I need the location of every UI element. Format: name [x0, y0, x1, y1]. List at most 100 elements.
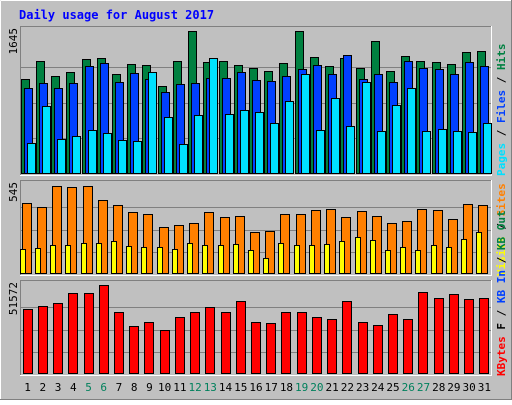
bar-visits-day-18 [278, 243, 284, 274]
bar-kbytes-day-16 [251, 322, 261, 374]
bar-pages-day-30 [468, 132, 477, 174]
legend-sites: Visits / Sites [495, 183, 508, 276]
day-label-30: 30 [463, 381, 476, 394]
bar-sites-day-8 [128, 212, 138, 274]
day-label-4: 4 [70, 381, 77, 394]
bar-sites-day-6 [98, 200, 108, 274]
bar-sites-day-5 [83, 186, 93, 274]
bar-sites-day-9 [143, 214, 153, 274]
bar-kbytes-day-10 [160, 330, 170, 374]
bar-kbytes-day-2 [38, 306, 48, 374]
bar-pages-day-10 [164, 117, 173, 174]
day-label-7: 7 [116, 381, 123, 394]
bar-sites-day-17 [265, 231, 275, 274]
bar-pages-day-25 [392, 105, 401, 174]
bar-pages-day-28 [438, 129, 447, 174]
bar-kbytes-day-8 [129, 326, 139, 374]
bar-pages-day-13 [209, 58, 218, 174]
bar-pages-day-26 [407, 88, 416, 174]
bar-visits-day-25 [385, 250, 391, 274]
bar-kbytes-day-25 [388, 314, 398, 374]
bar-sites-day-20 [311, 210, 321, 274]
legend-part: Hits [495, 44, 508, 71]
bar-visits-day-2 [35, 248, 41, 274]
bar-visits-day-6 [96, 243, 102, 274]
day-label-8: 8 [131, 381, 138, 394]
bar-pages-day-8 [133, 141, 142, 174]
legend-part: KBytes [495, 336, 508, 376]
day-label-21: 21 [326, 381, 339, 394]
panel-sites: 545 Visits / Sites [7, 180, 508, 276]
day-label-24: 24 [371, 381, 385, 394]
bar-visits-day-22 [339, 241, 345, 274]
day-label-28: 28 [432, 381, 445, 394]
bar-sites-day-3 [52, 186, 62, 274]
day-label-14: 14 [219, 381, 233, 394]
panel-hits: 1645 Pages / Files / Hits [7, 26, 508, 176]
bar-pages-day-6 [103, 133, 112, 174]
bar-kbytes-day-20 [312, 317, 322, 374]
bar-pages-day-29 [453, 131, 462, 174]
bar-visits-day-1 [20, 249, 26, 274]
legend-part: KB In [495, 270, 508, 303]
bar-pages-day-1 [27, 143, 36, 174]
bar-visits-day-4 [65, 245, 71, 274]
bar-pages-day-9 [148, 72, 157, 174]
bar-kbytes-day-17 [266, 323, 276, 374]
bar-sites-day-1 [22, 203, 32, 274]
bar-visits-day-11 [172, 249, 178, 274]
day-label-22: 22 [341, 381, 354, 394]
panel-kbytes: 51572 KBytes F / KB In / KB Out [7, 210, 508, 376]
day-label-2: 2 [40, 381, 47, 394]
legend-part: / [495, 70, 508, 90]
bar-pages-day-22 [346, 126, 355, 174]
bar-visits-day-26 [400, 247, 406, 274]
bar-kbytes-day-12 [190, 312, 200, 374]
bar-pages-day-3 [57, 139, 66, 174]
bar-kbytes-day-22 [342, 301, 352, 374]
bar-visits-day-14 [218, 245, 224, 274]
bar-pages-day-23 [362, 82, 371, 174]
bar-visits-day-31 [476, 232, 482, 274]
bar-pages-day-21 [331, 98, 340, 174]
day-label-1: 1 [24, 381, 31, 394]
bar-kbytes-day-19 [297, 312, 307, 374]
bar-kbytes-day-29 [449, 294, 459, 374]
bar-kbytes-day-27 [418, 292, 428, 374]
bar-visits-day-23 [355, 237, 361, 274]
bar-visits-day-19 [294, 245, 300, 274]
day-label-27: 27 [417, 381, 430, 394]
bar-sites-day-13 [204, 212, 214, 274]
bar-visits-day-3 [50, 245, 56, 274]
bar-pages-day-20 [316, 130, 325, 174]
bar-kbytes-day-4 [68, 293, 78, 374]
bar-pages-day-12 [194, 115, 203, 174]
bar-pages-day-5 [88, 130, 97, 174]
axis-max-label: 51572 [7, 282, 20, 315]
bar-visits-day-29 [446, 247, 452, 274]
bar-sites-day-19 [296, 214, 306, 274]
bar-sites-day-27 [417, 209, 427, 274]
day-label-12: 12 [188, 381, 201, 394]
legend-part: KB Out [495, 210, 508, 250]
day-label-17: 17 [265, 381, 278, 394]
bar-kbytes-day-28 [434, 298, 444, 374]
legend-kbytes: KBytes F / KB In / KB Out [495, 210, 508, 376]
axis-max-label: 1645 [7, 28, 20, 55]
day-label-3: 3 [55, 381, 62, 394]
day-label-26: 26 [402, 381, 415, 394]
bar-sites-day-29 [448, 219, 458, 274]
bar-pages-day-7 [118, 140, 127, 174]
bar-pages-day-4 [72, 136, 81, 174]
bar-visits-day-17 [263, 258, 269, 274]
bar-pages-day-2 [42, 106, 51, 174]
bar-kbytes-day-31 [479, 298, 489, 374]
day-label-5: 5 [85, 381, 92, 394]
day-label-6: 6 [100, 381, 107, 394]
day-label-23: 23 [356, 381, 369, 394]
bar-visits-day-13 [202, 245, 208, 274]
day-label-11: 11 [173, 381, 186, 394]
bar-visits-day-21 [324, 244, 330, 274]
